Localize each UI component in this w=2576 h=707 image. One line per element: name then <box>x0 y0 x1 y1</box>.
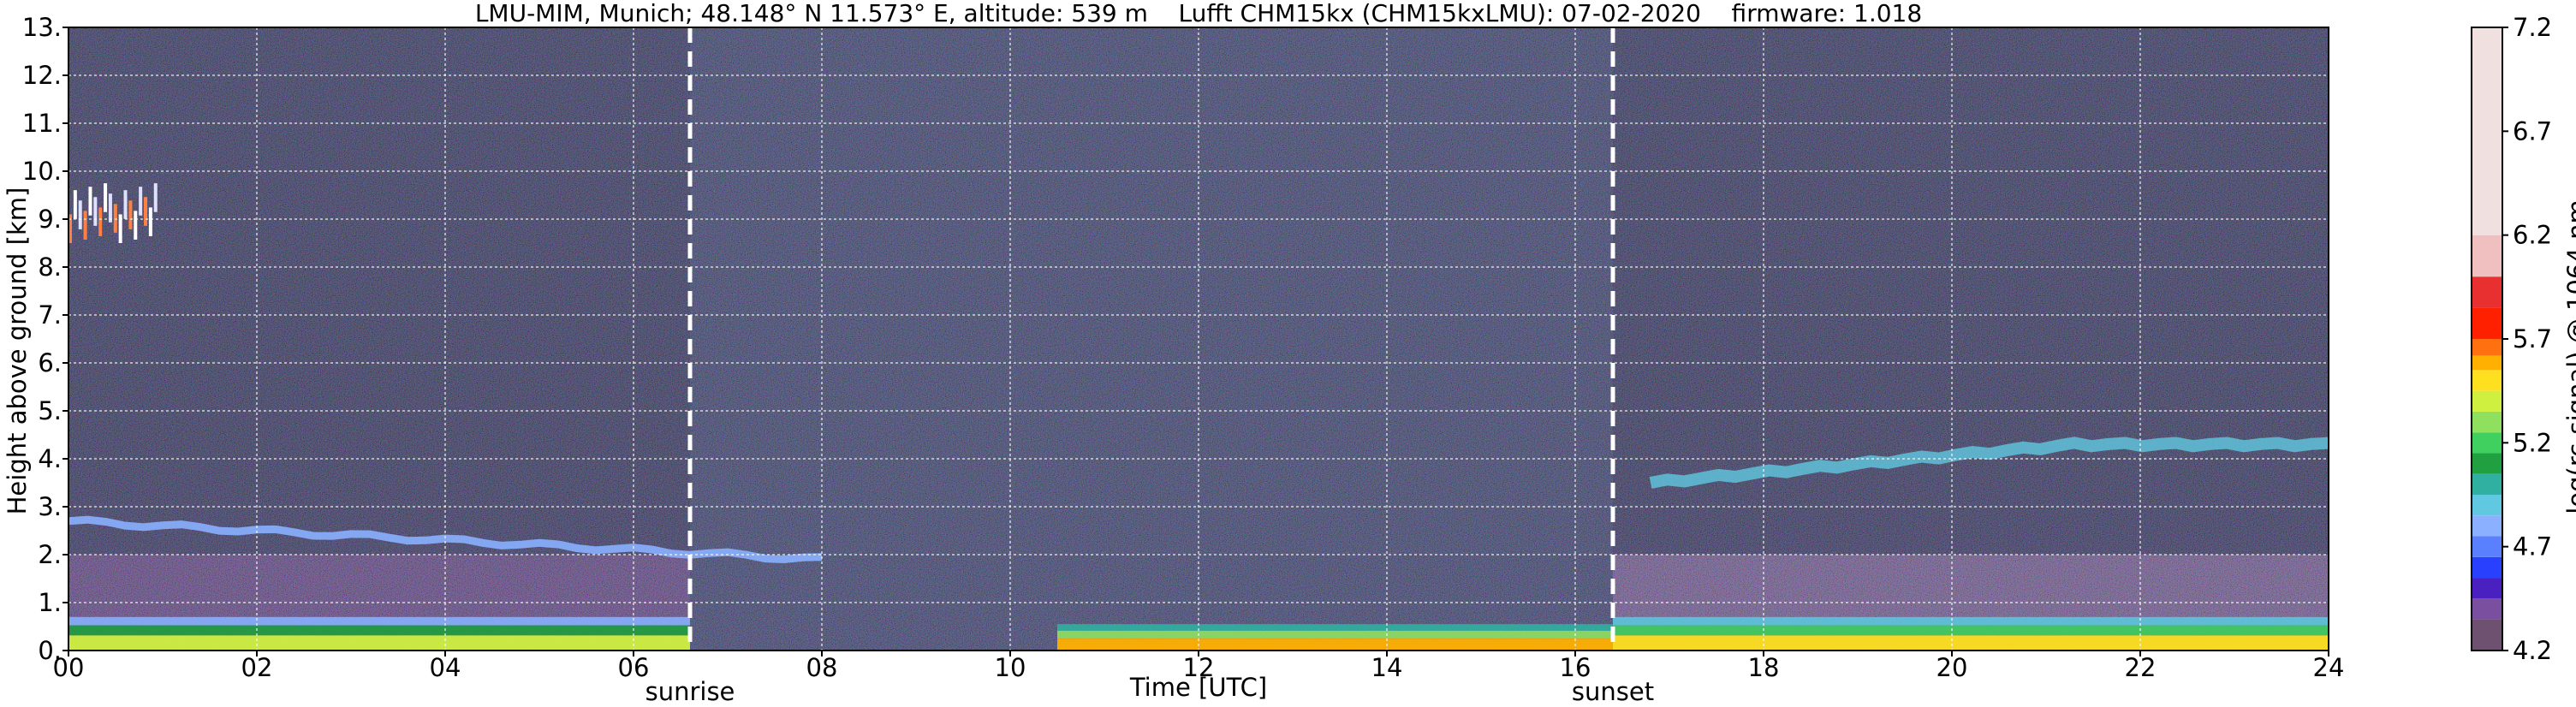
cirrus-streak <box>88 187 92 216</box>
y-tick-label: 1. <box>38 588 62 617</box>
y-tick-label: 12. <box>22 61 62 90</box>
colorbar-segment <box>2472 515 2502 537</box>
x-tick-label: 00 <box>53 653 85 682</box>
cirrus-streak <box>83 211 87 240</box>
layer-0-mid <box>68 625 690 636</box>
cirrus-streak <box>93 197 98 226</box>
y-tick-label: 3. <box>38 492 62 521</box>
colorbar-segment <box>2472 598 2502 620</box>
y-tick-label: 7. <box>38 300 62 330</box>
colorbar-tick-label: 5.2 <box>2513 428 2552 457</box>
colorbar: 4.2 4.7 5.2 5.7 6.2 6.7 7.2 <box>2471 13 2552 665</box>
x-axis-label: Time [UTC] <box>1129 673 1268 702</box>
cirrus-streak <box>153 183 158 212</box>
x-tick-label: 10 <box>995 653 1026 682</box>
colorbar-segment <box>2472 276 2502 308</box>
grid-lines <box>68 27 2329 651</box>
layer-5-top <box>1613 616 2329 626</box>
x-tick-label: 18 <box>1748 653 1780 682</box>
layer-2-mid <box>1057 630 1613 639</box>
layer-2-top <box>1057 624 1613 631</box>
colorbar-tick-label: 7.2 <box>2513 13 2552 42</box>
cirrus-streak <box>68 214 72 243</box>
layer-5-mid <box>1613 625 2329 636</box>
y-tick-label: 9. <box>38 205 62 234</box>
x-tick-label: 14 <box>1371 653 1403 682</box>
colorbar-segment <box>2472 453 2502 474</box>
x-tick-label: 06 <box>618 653 650 682</box>
layer-5-core <box>1613 635 2329 651</box>
y-tick-label: 5. <box>38 396 62 425</box>
colorbar-segment <box>2472 307 2502 339</box>
colorbar-segment <box>2472 619 2502 651</box>
colorbar-segment <box>2472 411 2502 433</box>
cirrus-streak <box>78 200 82 229</box>
y-tick-label: 11. <box>22 109 62 138</box>
x-tick-label: 16 <box>1560 653 1591 682</box>
cirrus-streak <box>118 214 122 243</box>
sunrise-label: sunrise <box>645 677 735 706</box>
x-tick-label: 08 <box>806 653 838 682</box>
cirrus-streak <box>113 204 117 233</box>
x-tick-label: 02 <box>241 653 273 682</box>
cirrus-streak <box>108 193 112 223</box>
colorbar-segment <box>2472 370 2502 391</box>
cirrus-streak <box>139 187 143 216</box>
colorbar-segment <box>2472 27 2502 235</box>
colorbar-segment <box>2472 432 2502 454</box>
colorbar-segment <box>2472 578 2502 599</box>
sunset-label: sunset <box>1572 677 1654 706</box>
x-tick-label: 22 <box>2125 653 2157 682</box>
layer-0-core <box>68 635 690 651</box>
cirrus-streak <box>134 211 138 240</box>
colorbar-segment <box>2472 339 2502 356</box>
cirrus-streak <box>128 200 133 229</box>
y-tick-label: 0. <box>38 636 62 665</box>
axes: 00 02 04 06 08 10 12 14 16 18 20 22 24 0. 1. 2. 3. 4. 5. 6.… <box>22 13 2345 682</box>
colorbar-segment <box>2472 473 2502 495</box>
colorbar-tick-label: 6.7 <box>2513 116 2552 146</box>
colorbar-segment <box>2472 536 2502 557</box>
annotation-lines: sunrise sunset <box>645 27 1654 706</box>
cirrus-streak <box>104 183 108 212</box>
colorbar-segment <box>2472 235 2502 277</box>
colorbar-segment <box>2472 355 2502 371</box>
colorbar-tick-label: 4.7 <box>2513 532 2552 561</box>
x-tick-label: 04 <box>430 653 461 682</box>
chart-title: LMU-MIM, Munich; 48.148° N 11.573° E, al… <box>474 0 1923 27</box>
y-tick-label: 13. <box>22 13 62 42</box>
cirrus-streak <box>144 197 147 226</box>
y-tick-label: 4. <box>38 444 62 473</box>
y-tick-label: 10. <box>22 157 62 186</box>
layer-0-top <box>68 616 690 626</box>
colorbar-tick-label: 6.2 <box>2513 221 2552 250</box>
colorbar-segment <box>2472 556 2502 579</box>
x-tick-label: 24 <box>2313 653 2345 682</box>
cirrus-streak <box>123 190 128 219</box>
cirrus-streak <box>73 190 77 219</box>
colorbar-segment <box>2472 390 2502 412</box>
cirrus-streak <box>98 207 103 236</box>
x-tick-label: 12 <box>1183 653 1215 682</box>
colorbar-segment <box>2472 495 2502 516</box>
colorbar-tick-label: 5.7 <box>2513 324 2552 354</box>
y-tick-label: 2. <box>38 540 62 569</box>
y-tick-label: 6. <box>38 348 62 377</box>
cirrus-streak <box>148 207 152 236</box>
y-tick-label: 8. <box>38 253 62 282</box>
x-tick-label: 20 <box>1936 653 1968 682</box>
colorbar-tick-label: 4.2 <box>2513 636 2552 665</box>
layer-2-core <box>1057 639 1613 651</box>
